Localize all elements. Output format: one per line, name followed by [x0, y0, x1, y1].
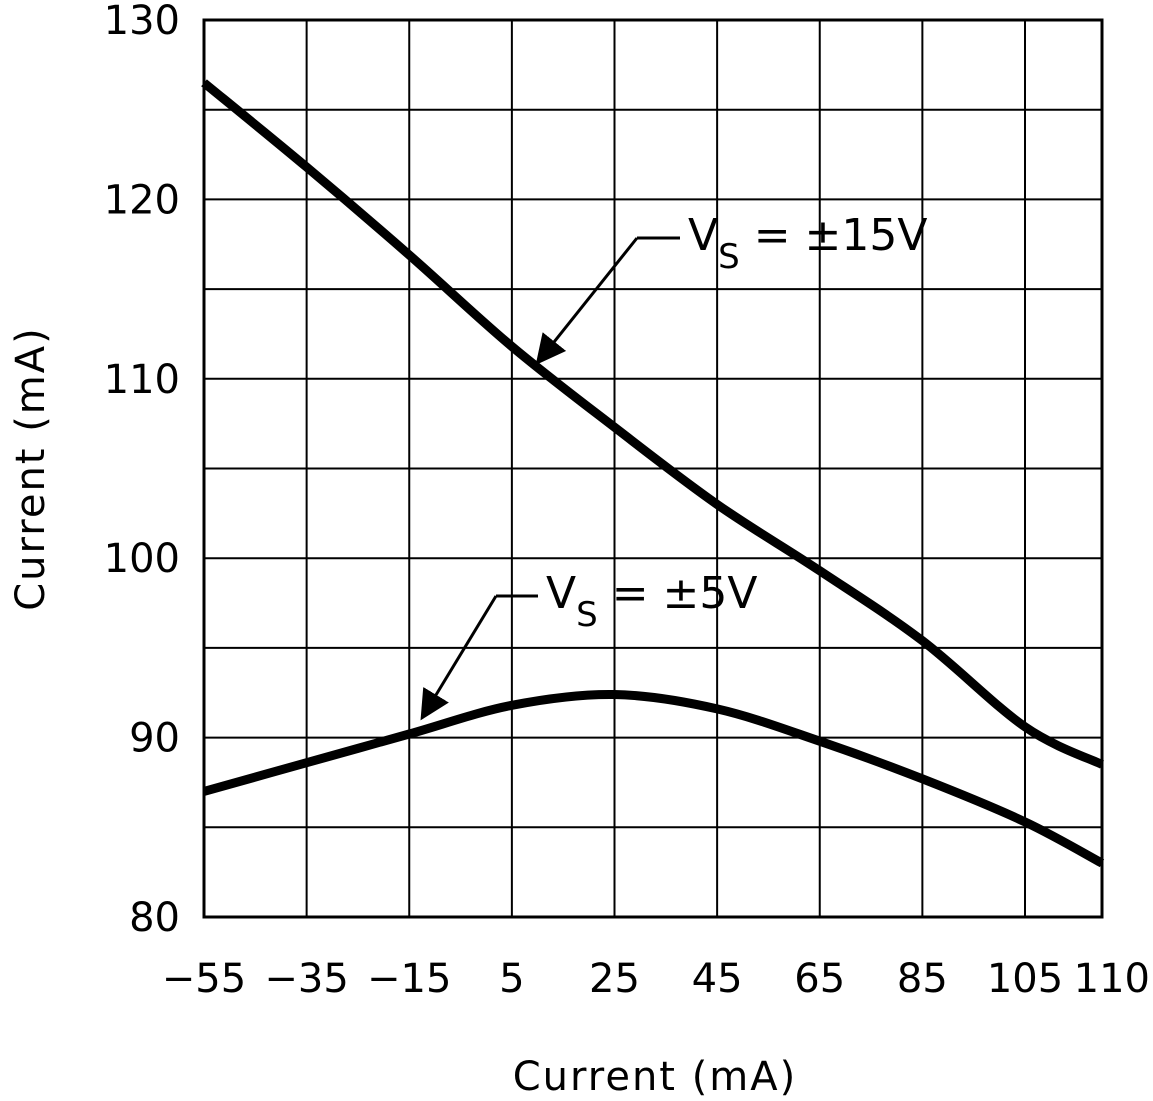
x-tick-label: −15	[367, 956, 451, 1002]
y-tick-label: 130	[104, 0, 180, 44]
annotation-vs5-rest: = ±5V	[612, 568, 758, 619]
series-line-vs15	[201, 79, 1104, 769]
annotation-vs5-arrow	[420, 595, 498, 721]
x-tick-label: 65	[794, 956, 845, 1002]
series-line-vs5	[202, 690, 1105, 868]
x-tick-label: 5	[499, 956, 524, 1002]
y-axis-label: Current (mA)	[8, 326, 54, 611]
annotation-vs15-label: VS = ±15V	[688, 210, 928, 277]
x-axis-label: Current (mA)	[513, 1054, 798, 1100]
y-tick-label: 90	[129, 716, 180, 762]
x-tick-label: 110	[1074, 956, 1150, 1002]
x-tick-label: −55	[162, 956, 246, 1002]
series-layer	[201, 79, 1105, 868]
y-tick-label: 100	[104, 536, 180, 582]
x-tick-label: 45	[692, 956, 743, 1002]
y-tick-label: 120	[104, 177, 180, 223]
annotation-vs15-arrow	[535, 237, 639, 365]
x-tick-label: 105	[987, 956, 1063, 1002]
grid	[204, 20, 1102, 917]
x-tick-label: 25	[589, 956, 640, 1002]
x-tick-label: −35	[264, 956, 348, 1002]
y-tick-label: 110	[104, 357, 180, 403]
x-tick-labels: −55 −35 −15 5 25 45 65 85 105 110	[162, 956, 1150, 1002]
y-tick-labels: 80 90 100 110 120 130	[104, 0, 180, 941]
annotation-vs15-rest: = ±15V	[754, 210, 928, 261]
x-tick-label: 85	[897, 956, 948, 1002]
annotation-vs15-sub: S	[718, 237, 740, 277]
annotation-vs5-main: V	[546, 568, 576, 619]
plot-frame	[202, 18, 1104, 919]
annotation-vs5-sub: S	[576, 595, 598, 635]
annotation-vs15-main: V	[688, 210, 718, 261]
annotation-vs5: VS = ±5V	[420, 568, 758, 721]
annotation-vs15: VS = ±15V	[535, 210, 928, 365]
annotation-vs5-label: VS = ±5V	[546, 568, 758, 635]
y-tick-label: 80	[129, 895, 180, 941]
